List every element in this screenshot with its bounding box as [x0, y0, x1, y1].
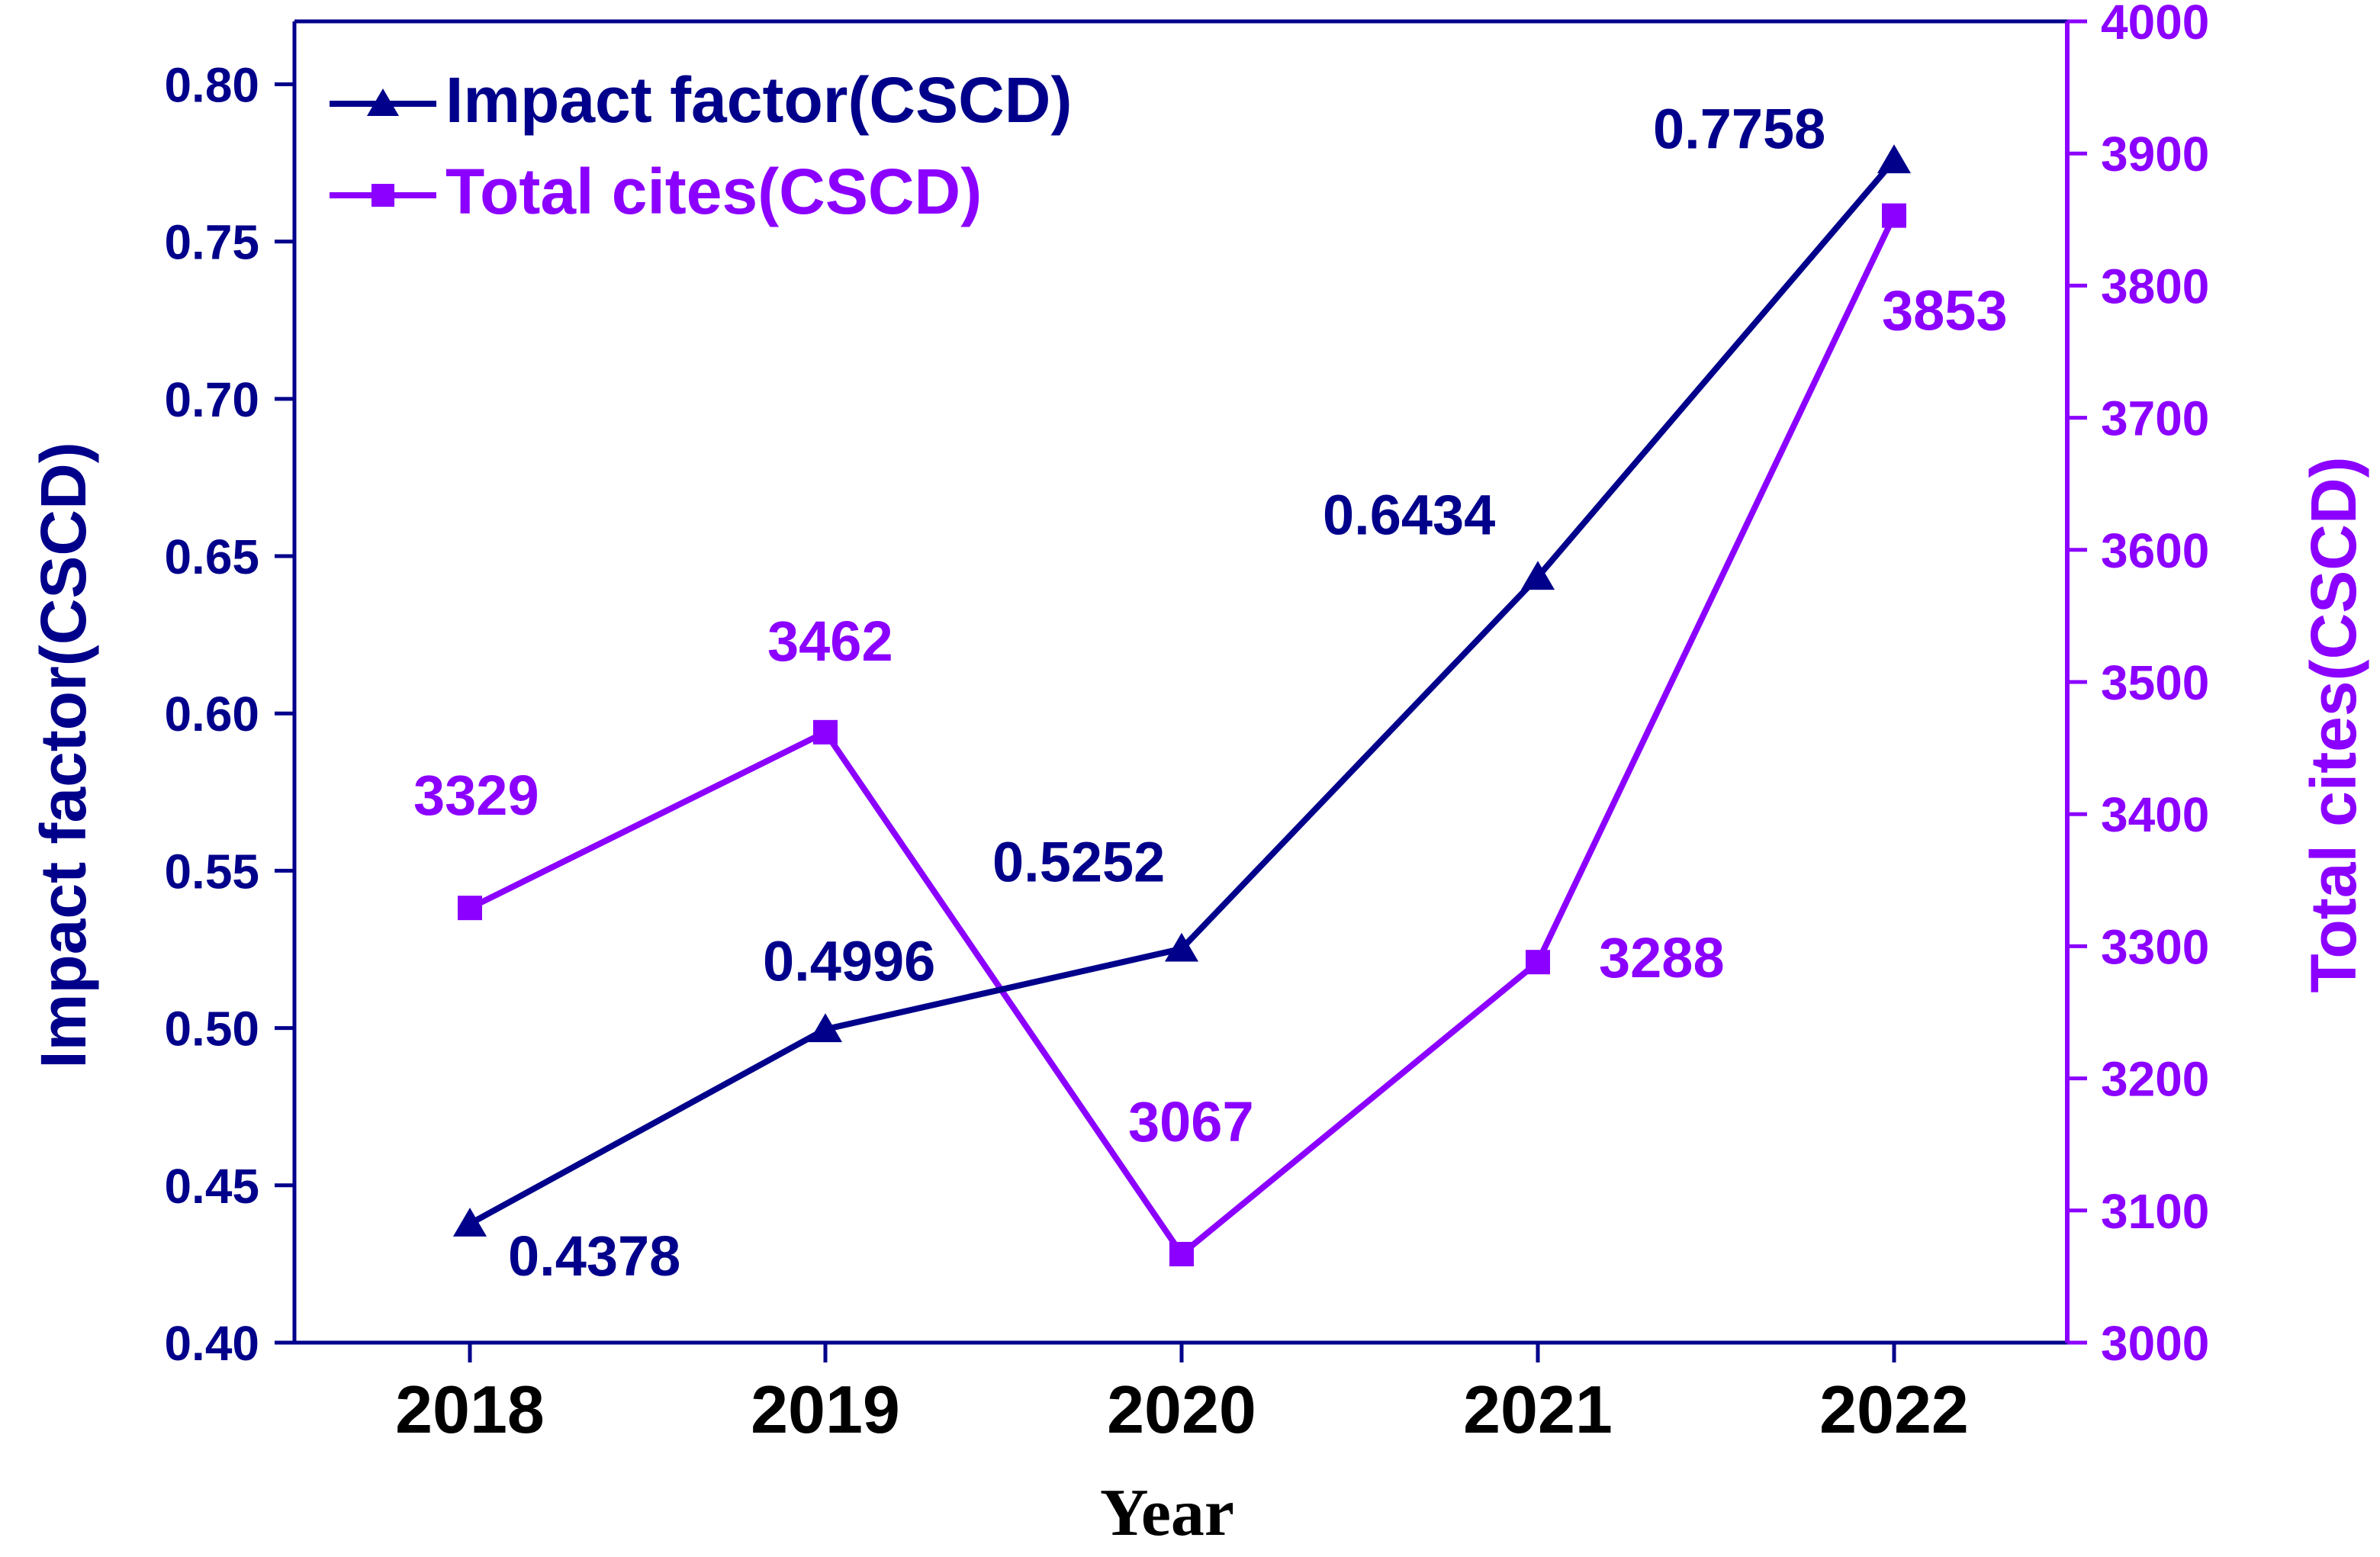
legend-impact-factor-label: Impact factor(CSCD)	[445, 64, 1072, 136]
left-tick-label: 0.50	[164, 1002, 259, 1057]
left-tick-label: 0.70	[164, 372, 259, 427]
square-marker	[458, 896, 482, 921]
square-marker	[1882, 203, 1906, 228]
x-tick-label: 2019	[751, 1372, 900, 1447]
legend-triangle-icon	[367, 88, 399, 116]
right-tick-label: 3200	[2101, 1052, 2209, 1107]
right-tick-label: 3100	[2101, 1184, 2209, 1239]
axes: 0.40 0.45 0.50 0.55 0.60 0.65 0.70 0.75 0.80 3000…	[27, 0, 2369, 1550]
square-marker	[813, 719, 838, 745]
right-tick-label: 3600	[2101, 523, 2209, 578]
impact-factor-data-label: 0.4378	[508, 1224, 680, 1288]
left-tick-label: 0.75	[164, 215, 259, 270]
total-cites-data-label: 3067	[1128, 1090, 1254, 1153]
right-tick-label: 3500	[2101, 655, 2209, 710]
square-marker	[1526, 950, 1550, 975]
y-left-axis-title: Impact factor(CSCD)	[27, 442, 99, 1068]
right-tick-label: 4000	[2101, 0, 2209, 50]
triangle-marker	[1877, 144, 1912, 174]
right-tick-label: 3300	[2101, 919, 2209, 974]
left-tick-label: 0.80	[164, 57, 259, 112]
left-tick-label: 0.55	[164, 844, 259, 899]
x-axis-title: Year	[1100, 1476, 1234, 1550]
legend-total-cites-label: Total cites(CSCD)	[445, 156, 982, 227]
triangle-marker	[808, 1013, 843, 1043]
right-tick-label: 3700	[2101, 391, 2209, 446]
triangle-marker	[1164, 932, 1199, 962]
left-tick-label: 0.40	[164, 1316, 259, 1371]
legend: Impact factor(CSCD) Total cites(CSCD)	[330, 64, 1072, 227]
total-cites-data-label: 3288	[1599, 926, 1725, 989]
data-labels: 0.4378 0.4996 0.5252 0.6434 0.7758 3329 3462 30…	[413, 97, 2008, 1288]
y-right-axis-title: Total cites(CSCD)	[2298, 456, 2369, 992]
total-cites-data-label: 3462	[767, 610, 893, 673]
left-tick-label: 0.45	[164, 1159, 259, 1214]
right-tick-label: 3900	[2101, 127, 2209, 182]
x-tick-label: 2021	[1463, 1372, 1613, 1447]
triangle-marker	[1520, 561, 1555, 590]
impact-factor-data-label: 0.5252	[992, 831, 1165, 894]
triangle-marker	[452, 1208, 487, 1237]
series-markers	[452, 144, 1912, 1266]
impact-factor-line	[468, 158, 1897, 1227]
impact-factor-data-label: 0.6434	[1323, 483, 1495, 546]
left-tick-label: 0.65	[164, 529, 259, 584]
left-tick-label: 0.60	[164, 687, 259, 742]
impact-factor-data-label: 0.4996	[763, 929, 935, 992]
legend-square-icon	[371, 184, 394, 207]
x-tick-label: 2020	[1107, 1372, 1256, 1447]
x-tick-label: 2018	[395, 1372, 545, 1447]
impact-factor-data-label: 0.7758	[1653, 97, 1825, 160]
total-cites-data-label: 3853	[1882, 279, 2008, 343]
total-cites-data-label: 3329	[413, 764, 539, 827]
right-tick-label: 3000	[2101, 1316, 2209, 1371]
x-tick-label: 2022	[1819, 1372, 1969, 1447]
square-marker	[1169, 1241, 1194, 1266]
right-tick-label: 3400	[2101, 787, 2209, 842]
right-tick-label: 3800	[2101, 259, 2209, 314]
